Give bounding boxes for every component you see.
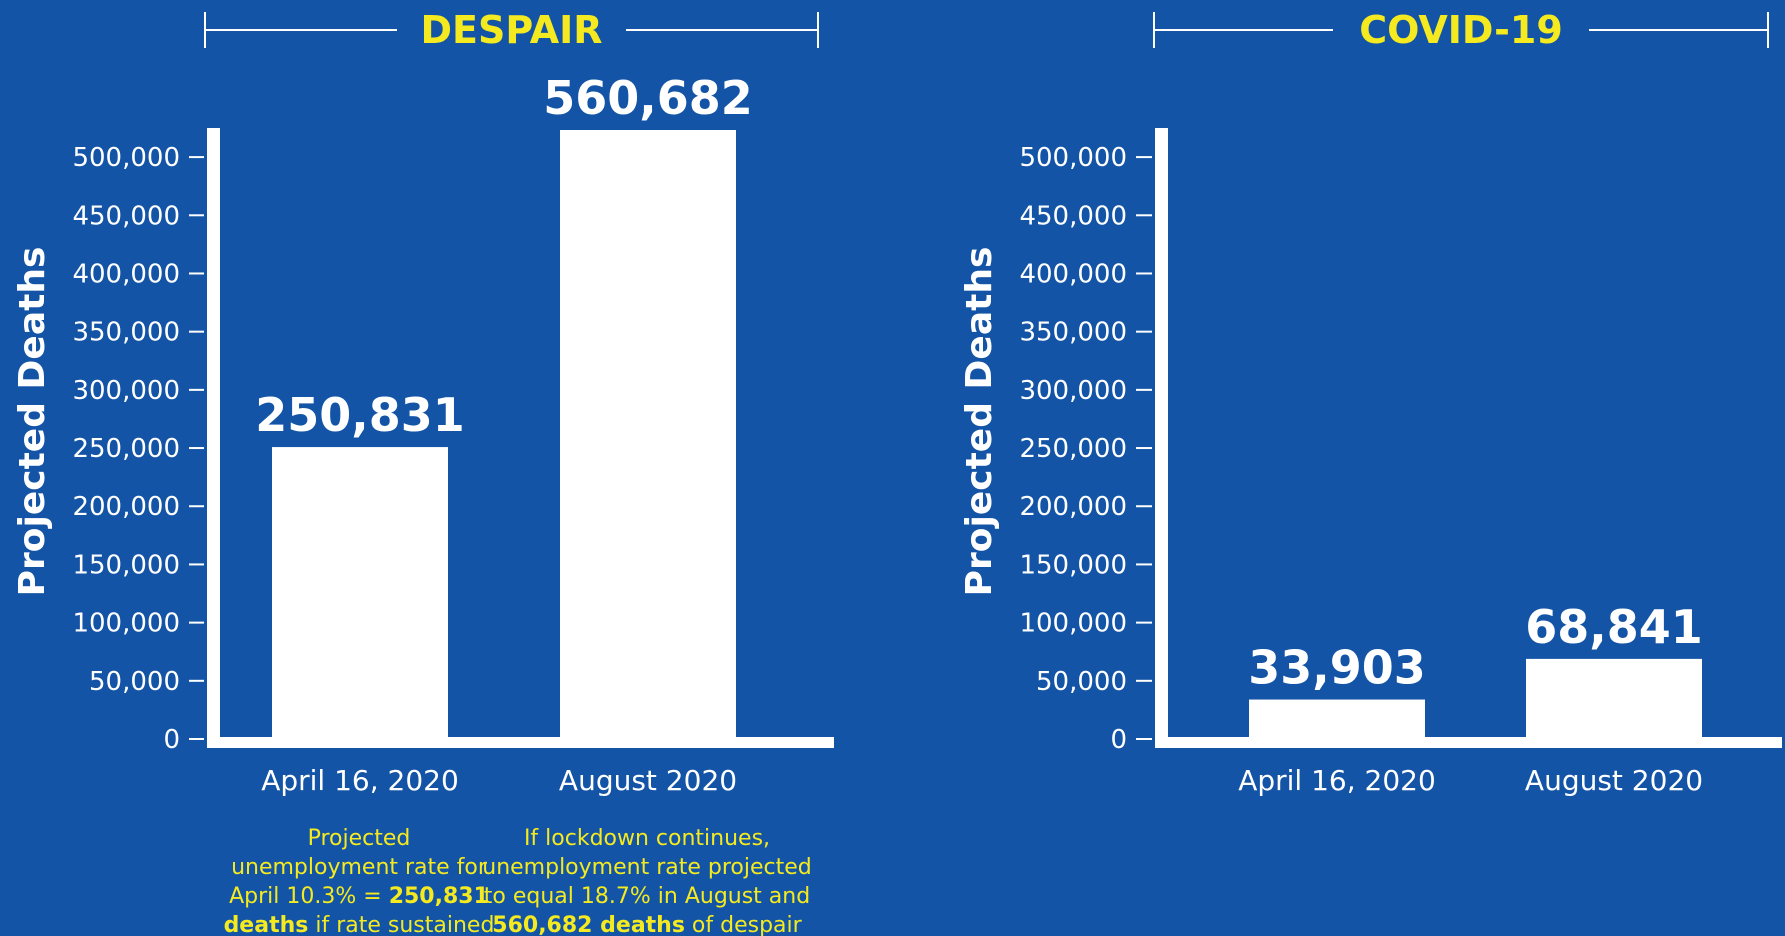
value-label: 68,841 <box>1525 600 1703 654</box>
x-axis-line <box>207 737 834 748</box>
y-tick-label: 300,000 <box>1019 376 1127 406</box>
caption-text: to equal 18.7% in August and <box>484 884 810 909</box>
y-tick-label: 350,000 <box>1019 318 1127 348</box>
caption-line: unemployment rate projected <box>482 855 811 880</box>
y-axis-label: Projected Deaths <box>959 247 1000 597</box>
caption-text: if rate sustained <box>308 913 494 936</box>
y-tick-label: 200,000 <box>72 492 180 522</box>
caption-line: unemployment rate for <box>231 855 488 880</box>
caption-text: Projected <box>308 826 411 851</box>
value-label: 33,903 <box>1248 641 1426 695</box>
y-tick-label: 500,000 <box>1019 143 1127 173</box>
chart-title: COVID-19 <box>1359 8 1563 52</box>
y-tick-label: 250,000 <box>72 434 180 464</box>
y-tick-label: 300,000 <box>72 376 180 406</box>
y-tick-label: 200,000 <box>1019 492 1127 522</box>
y-tick-label: 350,000 <box>72 318 180 348</box>
y-tick-label: 0 <box>1110 725 1127 755</box>
y-tick-label: 400,000 <box>1019 259 1127 289</box>
caption-line: 560,682 deaths of despair <box>492 913 802 936</box>
x-axis-line <box>1155 737 1782 748</box>
bar <box>560 130 736 739</box>
caption-line: Projected <box>308 826 411 851</box>
y-tick-label: 150,000 <box>1019 550 1127 580</box>
caption-emphasis: 560,682 deaths <box>492 913 685 936</box>
y-tick-label: 500,000 <box>72 143 180 173</box>
caption-text: unemployment rate projected <box>482 855 811 880</box>
chart-title: DESPAIR <box>420 8 602 52</box>
x-category-label: August 2020 <box>1525 764 1703 797</box>
caption-text: of despair <box>685 913 803 936</box>
y-tick-label: 0 <box>163 725 180 755</box>
y-axis-line <box>1155 128 1168 745</box>
bar <box>1526 658 1702 739</box>
y-tick-label: 400,000 <box>72 259 180 289</box>
y-tick-label: 100,000 <box>1019 609 1127 639</box>
x-category-label: April 16, 2020 <box>261 764 459 797</box>
caption-text: April 10.3% = <box>229 884 389 909</box>
caption-text: If lockdown continues, <box>524 826 770 851</box>
y-tick-label: 450,000 <box>72 201 180 231</box>
caption-line: April 10.3% = 250,831 <box>229 884 489 909</box>
y-tick-label: 50,000 <box>89 667 180 697</box>
bar <box>272 447 448 739</box>
y-axis-label: Projected Deaths <box>12 247 53 597</box>
covid-chart: COVID-19 Projected Deaths 0 50,000 100,000 15… <box>959 8 1782 797</box>
caption-emphasis: deaths <box>224 913 309 936</box>
x-category-label: August 2020 <box>559 764 737 797</box>
y-tick-label: 250,000 <box>1019 434 1127 464</box>
y-tick-label: 100,000 <box>72 609 180 639</box>
caption-line: If lockdown continues, <box>524 826 770 851</box>
y-tick-label: 450,000 <box>1019 201 1127 231</box>
caption-emphasis: 250,831 <box>389 884 489 909</box>
bar <box>1249 699 1425 739</box>
despair-chart: DESPAIR Projected Deaths 0 50,000 100,000 150… <box>12 8 834 936</box>
y-tick-label: 50,000 <box>1036 667 1127 697</box>
caption-text: unemployment rate for <box>231 855 488 880</box>
caption-line: to equal 18.7% in August and <box>484 884 810 909</box>
y-axis-line <box>207 128 220 745</box>
y-tick-label: 150,000 <box>72 550 180 580</box>
value-label: 250,831 <box>255 388 465 442</box>
caption-line: deaths if rate sustained <box>224 913 495 936</box>
x-category-label: April 16, 2020 <box>1238 764 1436 797</box>
value-label: 560,682 <box>543 71 753 125</box>
